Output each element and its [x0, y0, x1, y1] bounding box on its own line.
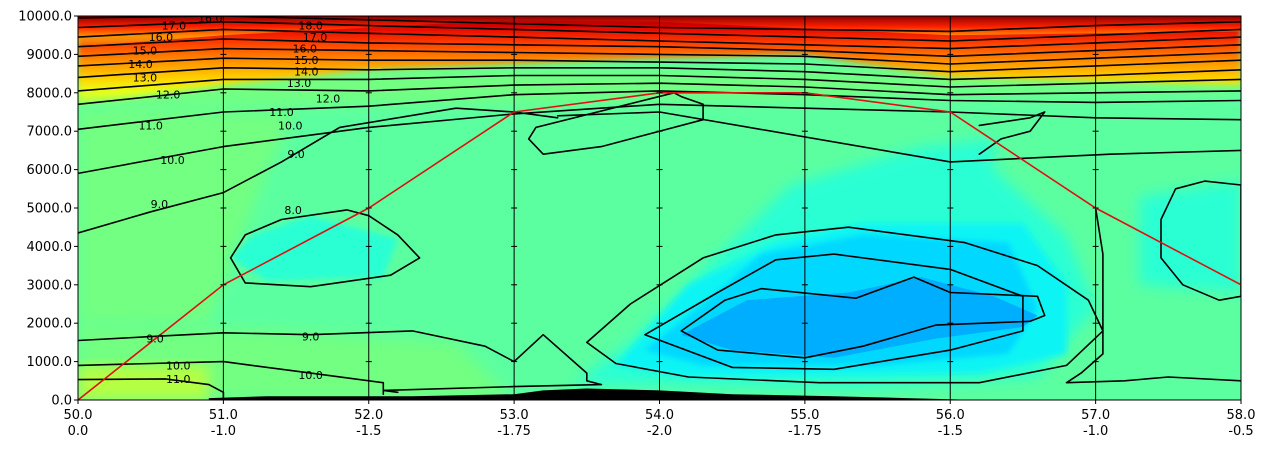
- contour-label-24: 9.0: [302, 331, 320, 344]
- contour-label-14: 17.0: [303, 31, 328, 44]
- y-tick-label-10: 10000.0: [18, 10, 72, 25]
- contour-loop-cool-3: [680, 276, 1046, 359]
- contour-label-0: 17.0: [162, 20, 187, 33]
- x-tick-sublabel-2: -1.5: [356, 424, 381, 439]
- x-tick-label-5: 55.0: [790, 408, 819, 423]
- contour-label-11: 11.0: [166, 373, 191, 386]
- x-tick-label-8: 58.0: [1227, 408, 1256, 423]
- contour-line-10-lower: [78, 360, 399, 394]
- y-tick-label-7: 7000.0: [27, 125, 73, 140]
- contour-label-13: 18.0: [298, 20, 323, 33]
- contour-label-22: 9.0: [287, 148, 305, 161]
- contour-loop-upper-mid: [527, 92, 704, 155]
- terrain-mountain: [208, 388, 980, 400]
- contour-label-3: 14.0: [128, 58, 153, 71]
- x-tick-label-0: 50.0: [64, 408, 93, 423]
- contour-label-12: 16.0: [198, 12, 223, 25]
- x-tick-label-4: 54.0: [645, 408, 674, 423]
- y-tick-label-0: 0.0: [51, 394, 72, 409]
- contour-label-10: 10.0: [166, 359, 191, 372]
- x-tick-label-6: 56.0: [936, 408, 965, 423]
- x-tick-sublabel-0: 0.0: [68, 424, 89, 439]
- x-tick-sublabel-8: -0.5: [1228, 424, 1253, 439]
- contour-label-4: 13.0: [133, 71, 158, 84]
- contour-label-1: 16.0: [149, 31, 174, 44]
- terrain-fill: [208, 388, 980, 400]
- y-axis: 0.0 1000.0 2000.0 3000.0 4000.0 5000.0 6000.0 7…: [18, 10, 1099, 409]
- y-tick-label-3: 3000.0: [27, 278, 73, 293]
- contour-label-23: 8.0: [284, 204, 302, 217]
- fill-blue-core: [681, 277, 1038, 358]
- fill-aqua-left-blob: [230, 215, 398, 281]
- y-tick-label-1: 1000.0: [27, 355, 73, 370]
- x-tick-sublabel-6: -1.5: [938, 424, 963, 439]
- contour-label-25: 10.0: [298, 369, 323, 382]
- y-tick-label-8: 8000.0: [27, 86, 73, 101]
- x-tick-sublabel-7: -1.0: [1083, 424, 1108, 439]
- x-tick-sublabel-5: -1.75: [788, 424, 822, 439]
- x-tick-label-2: 52.0: [354, 408, 383, 423]
- y-tick-label-2: 2000.0: [27, 317, 73, 332]
- contour-label-8: 9.0: [151, 198, 169, 211]
- fill-aqua-right: [1139, 181, 1241, 293]
- contour-label-17: 14.0: [294, 66, 319, 79]
- y-tick-label-5: 5000.0: [27, 202, 73, 217]
- x-tick-label-7: 57.0: [1081, 408, 1110, 423]
- fill-lime-left: [78, 108, 297, 324]
- contour-label-19: 12.0: [316, 93, 341, 106]
- contour-line-9-lower: [78, 330, 603, 395]
- x-axis: 50.00.051.0-1.052.0-1.553.0-1.7554.0-2.0…: [64, 400, 1256, 439]
- contour-loop-upper-right: [978, 111, 1046, 155]
- y-tick-label-6: 6000.0: [27, 163, 73, 178]
- contour-loop-right: [1160, 180, 1241, 301]
- y-tick-label-9: 9000.0: [27, 48, 73, 63]
- contour-label-7: 10.0: [160, 154, 185, 167]
- contour-label-15: 16.0: [293, 43, 318, 56]
- x-tick-label-1: 51.0: [209, 408, 238, 423]
- contour-line-9-upper: [78, 107, 559, 234]
- contour-label-2: 15.0: [133, 45, 158, 58]
- contour-loop-cool-1: [586, 226, 1104, 384]
- contour-label-6: 11.0: [138, 119, 163, 132]
- plot-area: 17.016.015.014.013.012.011.010.09.09.010…: [78, 12, 1241, 400]
- contour-label-20: 11.0: [269, 106, 294, 119]
- contour-label-9: 9.0: [146, 333, 164, 346]
- x-tick-sublabel-3: -1.75: [497, 424, 531, 439]
- contour-line-right-lower: [1065, 207, 1241, 384]
- x-tick-sublabel-1: -1.0: [211, 424, 236, 439]
- x-tick-sublabel-4: -2.0: [647, 424, 672, 439]
- contour-label-21: 10.0: [278, 119, 303, 132]
- contour-loop-8: [229, 209, 421, 288]
- contour-label-5: 12.0: [156, 89, 181, 102]
- x-tick-label-3: 53.0: [500, 408, 529, 423]
- contour-label-16: 15.0: [294, 54, 319, 67]
- contour-label-18: 13.0: [287, 77, 312, 90]
- contour-labels: 17.016.015.014.013.012.011.010.09.09.010…: [128, 12, 341, 386]
- y-tick-label-4: 4000.0: [27, 240, 73, 255]
